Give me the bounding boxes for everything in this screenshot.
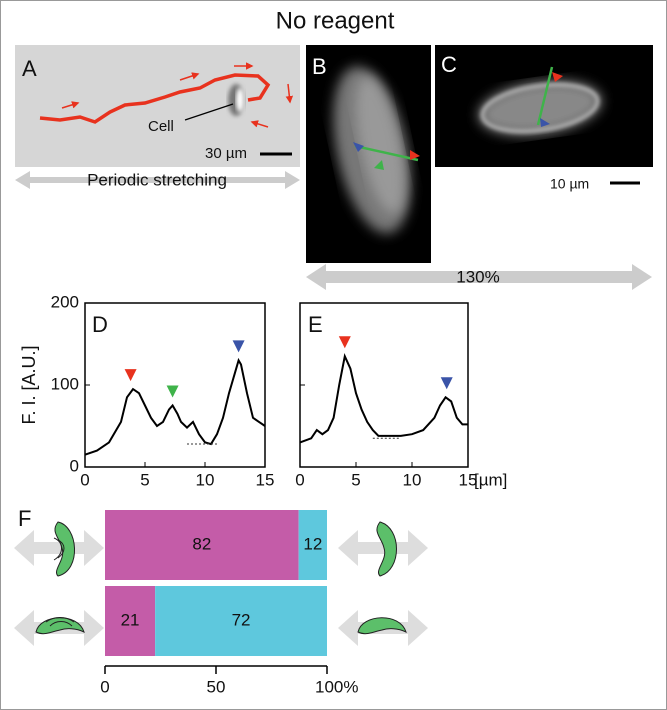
x-tick-label: 5	[351, 470, 360, 489]
x-tick-label: 0	[100, 677, 109, 696]
cell-label: Cell	[148, 118, 174, 135]
panel-label: C	[441, 52, 457, 77]
scale-label: 10 µm	[550, 176, 589, 192]
panel-c-image	[435, 45, 653, 167]
bar-segment	[155, 586, 327, 656]
y-tick-label: 0	[70, 456, 79, 475]
x-tick-label: 15	[256, 470, 275, 489]
peak-marker	[166, 385, 179, 398]
cell-shapes	[35, 521, 407, 635]
panel-label: E	[308, 312, 323, 337]
data-label: 12	[303, 534, 322, 553]
x-tick-label: 15	[459, 470, 478, 489]
stretch-label: 130%	[456, 267, 499, 286]
x-tick-label: 5	[140, 470, 149, 489]
y-tick-label: 100	[51, 374, 79, 393]
panel-a-image	[15, 45, 300, 167]
data-line	[299, 353, 468, 444]
x-tick-label: 50	[207, 677, 226, 696]
stretch-arrow	[15, 171, 300, 189]
data-label: 72	[232, 610, 251, 629]
stretch-arrow	[306, 264, 652, 290]
x-tick-label: 10	[196, 470, 215, 489]
peak-marker	[338, 336, 351, 349]
bar-segment	[105, 586, 156, 656]
y-axis-label: F. I. [A.U.]	[19, 345, 39, 424]
peak-marker	[124, 369, 137, 382]
figure-title: No reagent	[276, 7, 395, 34]
x-tick-label: 0	[295, 470, 304, 489]
panel-label: B	[312, 54, 327, 79]
panel-label: F	[18, 506, 31, 531]
panel-label: D	[92, 312, 108, 337]
bar-segment	[105, 510, 299, 580]
y-tick-label: 200	[51, 292, 79, 311]
x-tick-label: 0	[80, 470, 89, 489]
peak-marker	[232, 340, 245, 353]
stretch-label: Periodic stretching	[87, 170, 227, 189]
data-label: 82	[192, 534, 211, 553]
x-tick-label: 10	[403, 470, 422, 489]
data-line	[84, 357, 266, 456]
bar-segment	[298, 510, 327, 580]
x-tick-label: 100%	[315, 677, 358, 696]
panel-b-image	[306, 45, 431, 263]
panel-label: A	[22, 56, 37, 81]
data-label: 21	[121, 610, 140, 629]
x-axis-label: [µm]	[474, 470, 507, 489]
peak-marker	[440, 377, 453, 390]
scale-label: 30 µm	[205, 145, 247, 162]
